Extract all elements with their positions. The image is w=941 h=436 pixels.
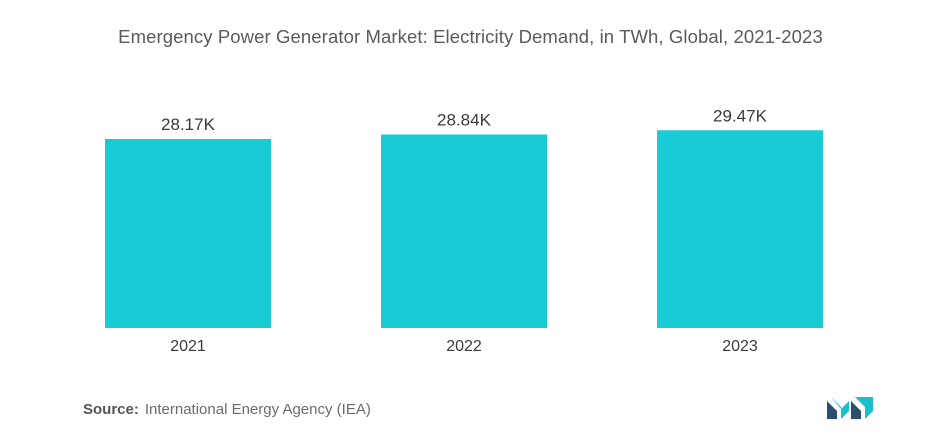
value-labels-group: 28.17K 28.84K 29.47K <box>161 106 768 134</box>
category-label-2023: 2023 <box>722 338 758 355</box>
value-label-2022: 28.84K <box>437 110 492 129</box>
bar-2021 <box>105 138 271 328</box>
brand-logo-icon <box>827 397 873 419</box>
bars-group <box>105 130 823 328</box>
chart-title: Emergency Power Generator Market: Electr… <box>118 26 823 47</box>
bar-2022 <box>381 134 547 328</box>
bar-2023 <box>657 130 823 328</box>
value-label-2021: 28.17K <box>161 115 216 134</box>
source-note: Source: International Energy Agency (IEA) <box>83 401 371 418</box>
category-label-2022: 2022 <box>446 338 482 355</box>
source-text: International Energy Agency (IEA) <box>144 401 371 418</box>
category-label-2021: 2021 <box>170 338 206 355</box>
source-label: Source: <box>83 401 139 418</box>
value-label-2023: 29.47K <box>713 106 768 125</box>
category-labels-group: 2021 2022 2023 <box>170 338 758 355</box>
